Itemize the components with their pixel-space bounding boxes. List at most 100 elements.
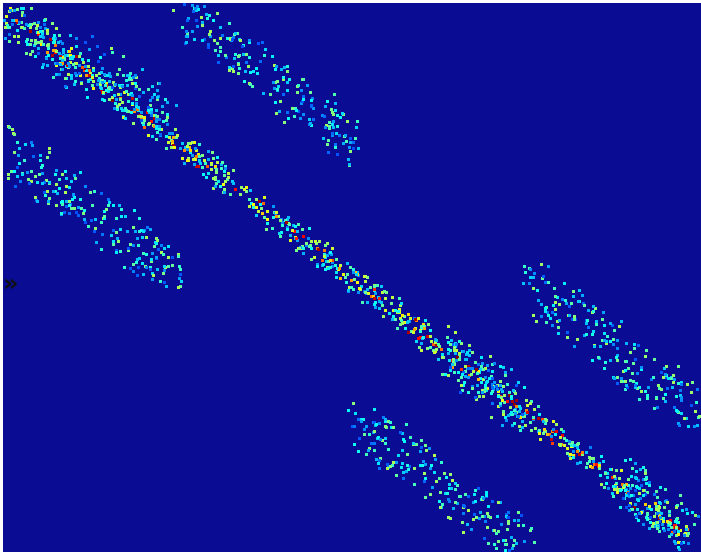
- heat-cell: [125, 109, 128, 112]
- heat-cell: [475, 516, 478, 519]
- heat-cell: [565, 439, 568, 442]
- heat-cell: [13, 19, 16, 22]
- heat-cell: [360, 285, 363, 288]
- heat-cell: [381, 304, 384, 307]
- heat-cell: [603, 324, 606, 327]
- heat-cell: [262, 202, 265, 205]
- heat-cell: [15, 19, 18, 22]
- heat-cell: [88, 74, 91, 77]
- heat-cell: [666, 501, 669, 504]
- heat-cell: [208, 33, 211, 36]
- heat-cell: [294, 225, 297, 228]
- heat-cell: [181, 26, 184, 29]
- heat-cell: [149, 266, 152, 269]
- heat-cell: [342, 273, 345, 276]
- heat-cell: [234, 53, 237, 56]
- heat-cell: [413, 467, 416, 470]
- heat-cell: [468, 344, 471, 347]
- heat-cell: [177, 253, 180, 256]
- heat-cell: [9, 9, 12, 12]
- heat-cell: [660, 388, 663, 391]
- heat-cell: [46, 29, 49, 32]
- heat-cell: [685, 417, 688, 420]
- heat-cell: [345, 281, 348, 284]
- heat-cell: [162, 253, 165, 256]
- heat-cell: [502, 539, 505, 542]
- heat-cell: [553, 287, 556, 290]
- heat-cell: [495, 385, 498, 388]
- heat-cell: [244, 70, 247, 73]
- heat-cell: [123, 109, 126, 112]
- heat-cell: [163, 281, 166, 284]
- heat-cell: [356, 281, 359, 284]
- heat-cell: [127, 110, 130, 113]
- heat-cell: [650, 508, 653, 511]
- heat-cell: [686, 383, 689, 386]
- heat-cell: [544, 418, 547, 421]
- heat-cell: [447, 325, 450, 328]
- heat-cell: [221, 161, 224, 164]
- heat-cell: [370, 442, 373, 445]
- heat-cell: [510, 368, 513, 371]
- heat-cell: [544, 430, 547, 433]
- heat-cell: [630, 475, 633, 478]
- heat-cell: [4, 37, 7, 40]
- heat-cell: [683, 417, 686, 420]
- heat-cell: [237, 63, 240, 66]
- heat-cell: [626, 386, 629, 389]
- heat-cell: [122, 116, 125, 119]
- heat-cell: [30, 180, 33, 183]
- heat-cell: [561, 298, 564, 301]
- heat-cell: [323, 115, 326, 118]
- heat-cell: [462, 512, 465, 515]
- heat-cell: [487, 515, 490, 518]
- heat-cell: [198, 143, 201, 146]
- heat-cell: [347, 158, 350, 161]
- heat-cell: [638, 487, 641, 490]
- heat-cell: [615, 482, 618, 485]
- heat-cell: [397, 310, 400, 313]
- heat-cell: [445, 476, 448, 479]
- heat-cell: [467, 509, 470, 512]
- heat-cell: [589, 446, 592, 449]
- heat-cell: [373, 285, 376, 288]
- expand-toggle[interactable]: »: [3, 269, 19, 297]
- heat-cell: [424, 463, 427, 466]
- heat-cell: [399, 323, 402, 326]
- heat-cell: [91, 204, 94, 207]
- heat-cell: [20, 21, 23, 24]
- heat-cell: [151, 135, 154, 138]
- heat-cell: [600, 455, 603, 458]
- heat-cell: [70, 77, 73, 80]
- heat-cell: [442, 356, 445, 359]
- heat-cell: [412, 331, 415, 334]
- heat-cell: [381, 291, 384, 294]
- heat-cell: [210, 168, 213, 171]
- heat-cell: [634, 384, 637, 387]
- heat-cell: [447, 341, 450, 344]
- heat-cell: [497, 530, 500, 533]
- heat-cell: [207, 150, 210, 153]
- heat-cell: [216, 156, 219, 159]
- heat-cell: [136, 258, 139, 261]
- heat-cell: [420, 446, 423, 449]
- heat-cell: [476, 384, 479, 387]
- heat-cell: [686, 534, 689, 537]
- heat-cell: [195, 149, 198, 152]
- heat-cell: [331, 123, 334, 126]
- heat-cell: [4, 26, 7, 29]
- heat-cell: [602, 460, 605, 463]
- heat-cell: [94, 218, 97, 221]
- heat-cell: [111, 86, 114, 89]
- heat-cell: [168, 132, 171, 135]
- heat-cell: [627, 492, 630, 495]
- heat-cell: [538, 429, 541, 432]
- heat-cell: [247, 65, 250, 68]
- heat-cell: [34, 55, 37, 58]
- heat-cell: [249, 189, 252, 192]
- heat-cell: [141, 236, 144, 239]
- heat-cell: [495, 532, 498, 535]
- heat-cell: [143, 126, 146, 129]
- heat-cell: [142, 230, 145, 233]
- heat-cell: [88, 69, 91, 72]
